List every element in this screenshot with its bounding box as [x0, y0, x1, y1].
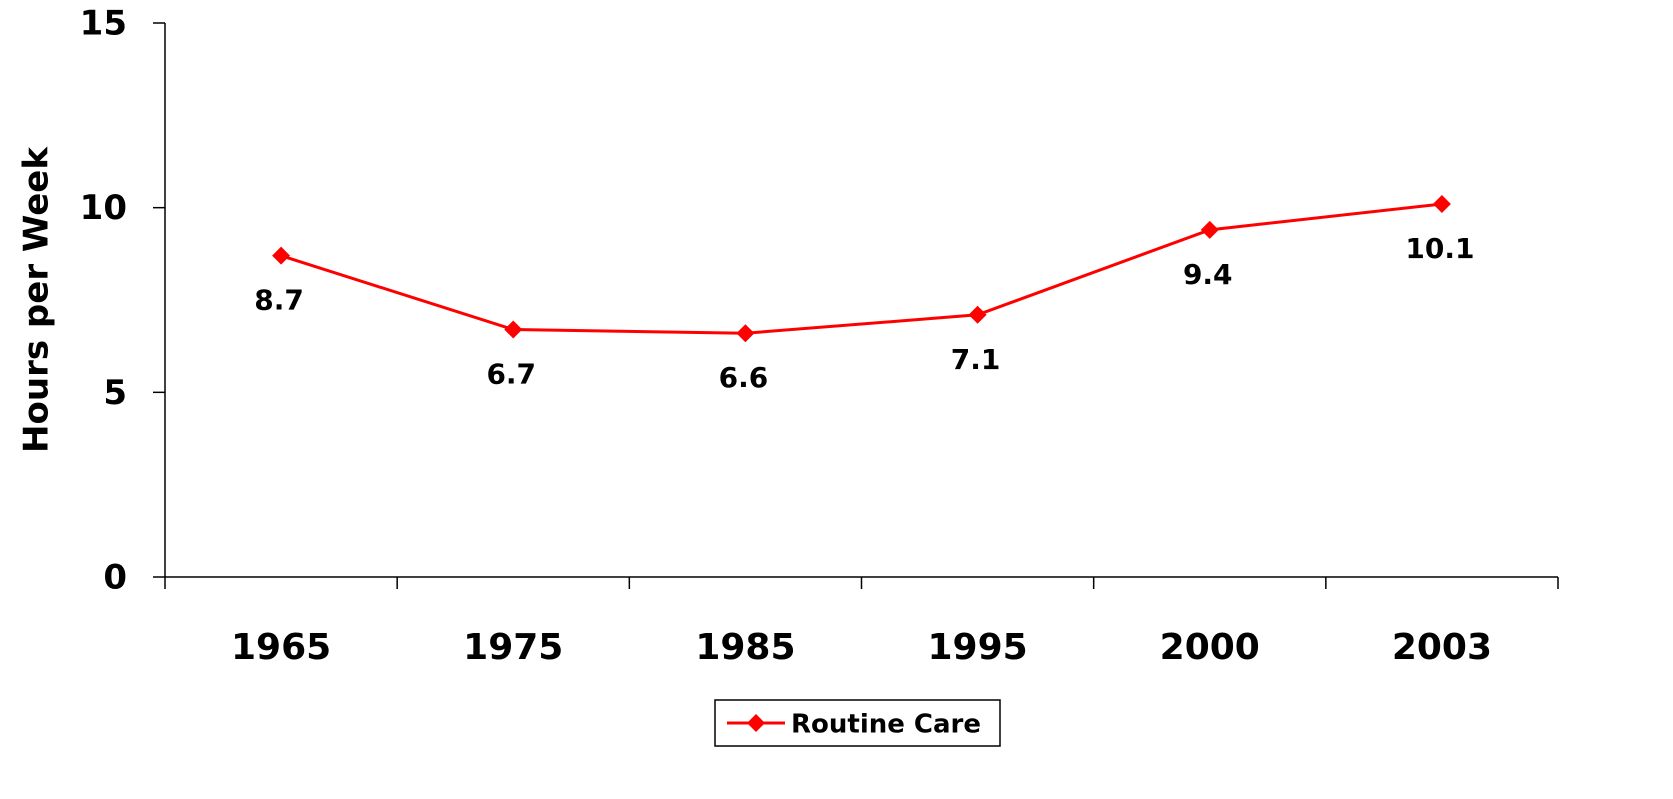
point-marker — [1432, 194, 1451, 213]
point-marker — [736, 324, 755, 343]
legend-marker — [747, 714, 765, 732]
point-marker — [272, 246, 291, 265]
x-tick-label: 1985 — [695, 627, 795, 668]
data-label: 7.1 — [951, 343, 1001, 376]
y-tick-label: 15 — [80, 4, 127, 44]
x-tick-label: 1965 — [231, 627, 331, 668]
x-tick-label: 1995 — [927, 627, 1027, 668]
x-tick-label: 2003 — [1392, 627, 1492, 668]
data-label: 8.7 — [254, 284, 304, 317]
y-tick-label: 5 — [103, 373, 127, 413]
legend-label: Routine Care — [791, 710, 981, 740]
data-label: 6.6 — [719, 361, 769, 394]
x-tick-label: 1975 — [463, 627, 563, 668]
point-marker — [968, 305, 987, 324]
x-tick-label: 2000 — [1160, 627, 1260, 668]
y-axis-label: Hours per Week — [17, 146, 57, 453]
data-label: 10.1 — [1405, 232, 1474, 265]
y-tick-label: 10 — [80, 188, 127, 228]
y-tick-label: 0 — [103, 558, 127, 598]
point-marker — [504, 320, 523, 339]
data-label: 9.4 — [1183, 258, 1233, 291]
data-label: 6.7 — [486, 358, 536, 391]
point-marker — [1200, 220, 1219, 239]
series-line — [280, 202, 1443, 335]
